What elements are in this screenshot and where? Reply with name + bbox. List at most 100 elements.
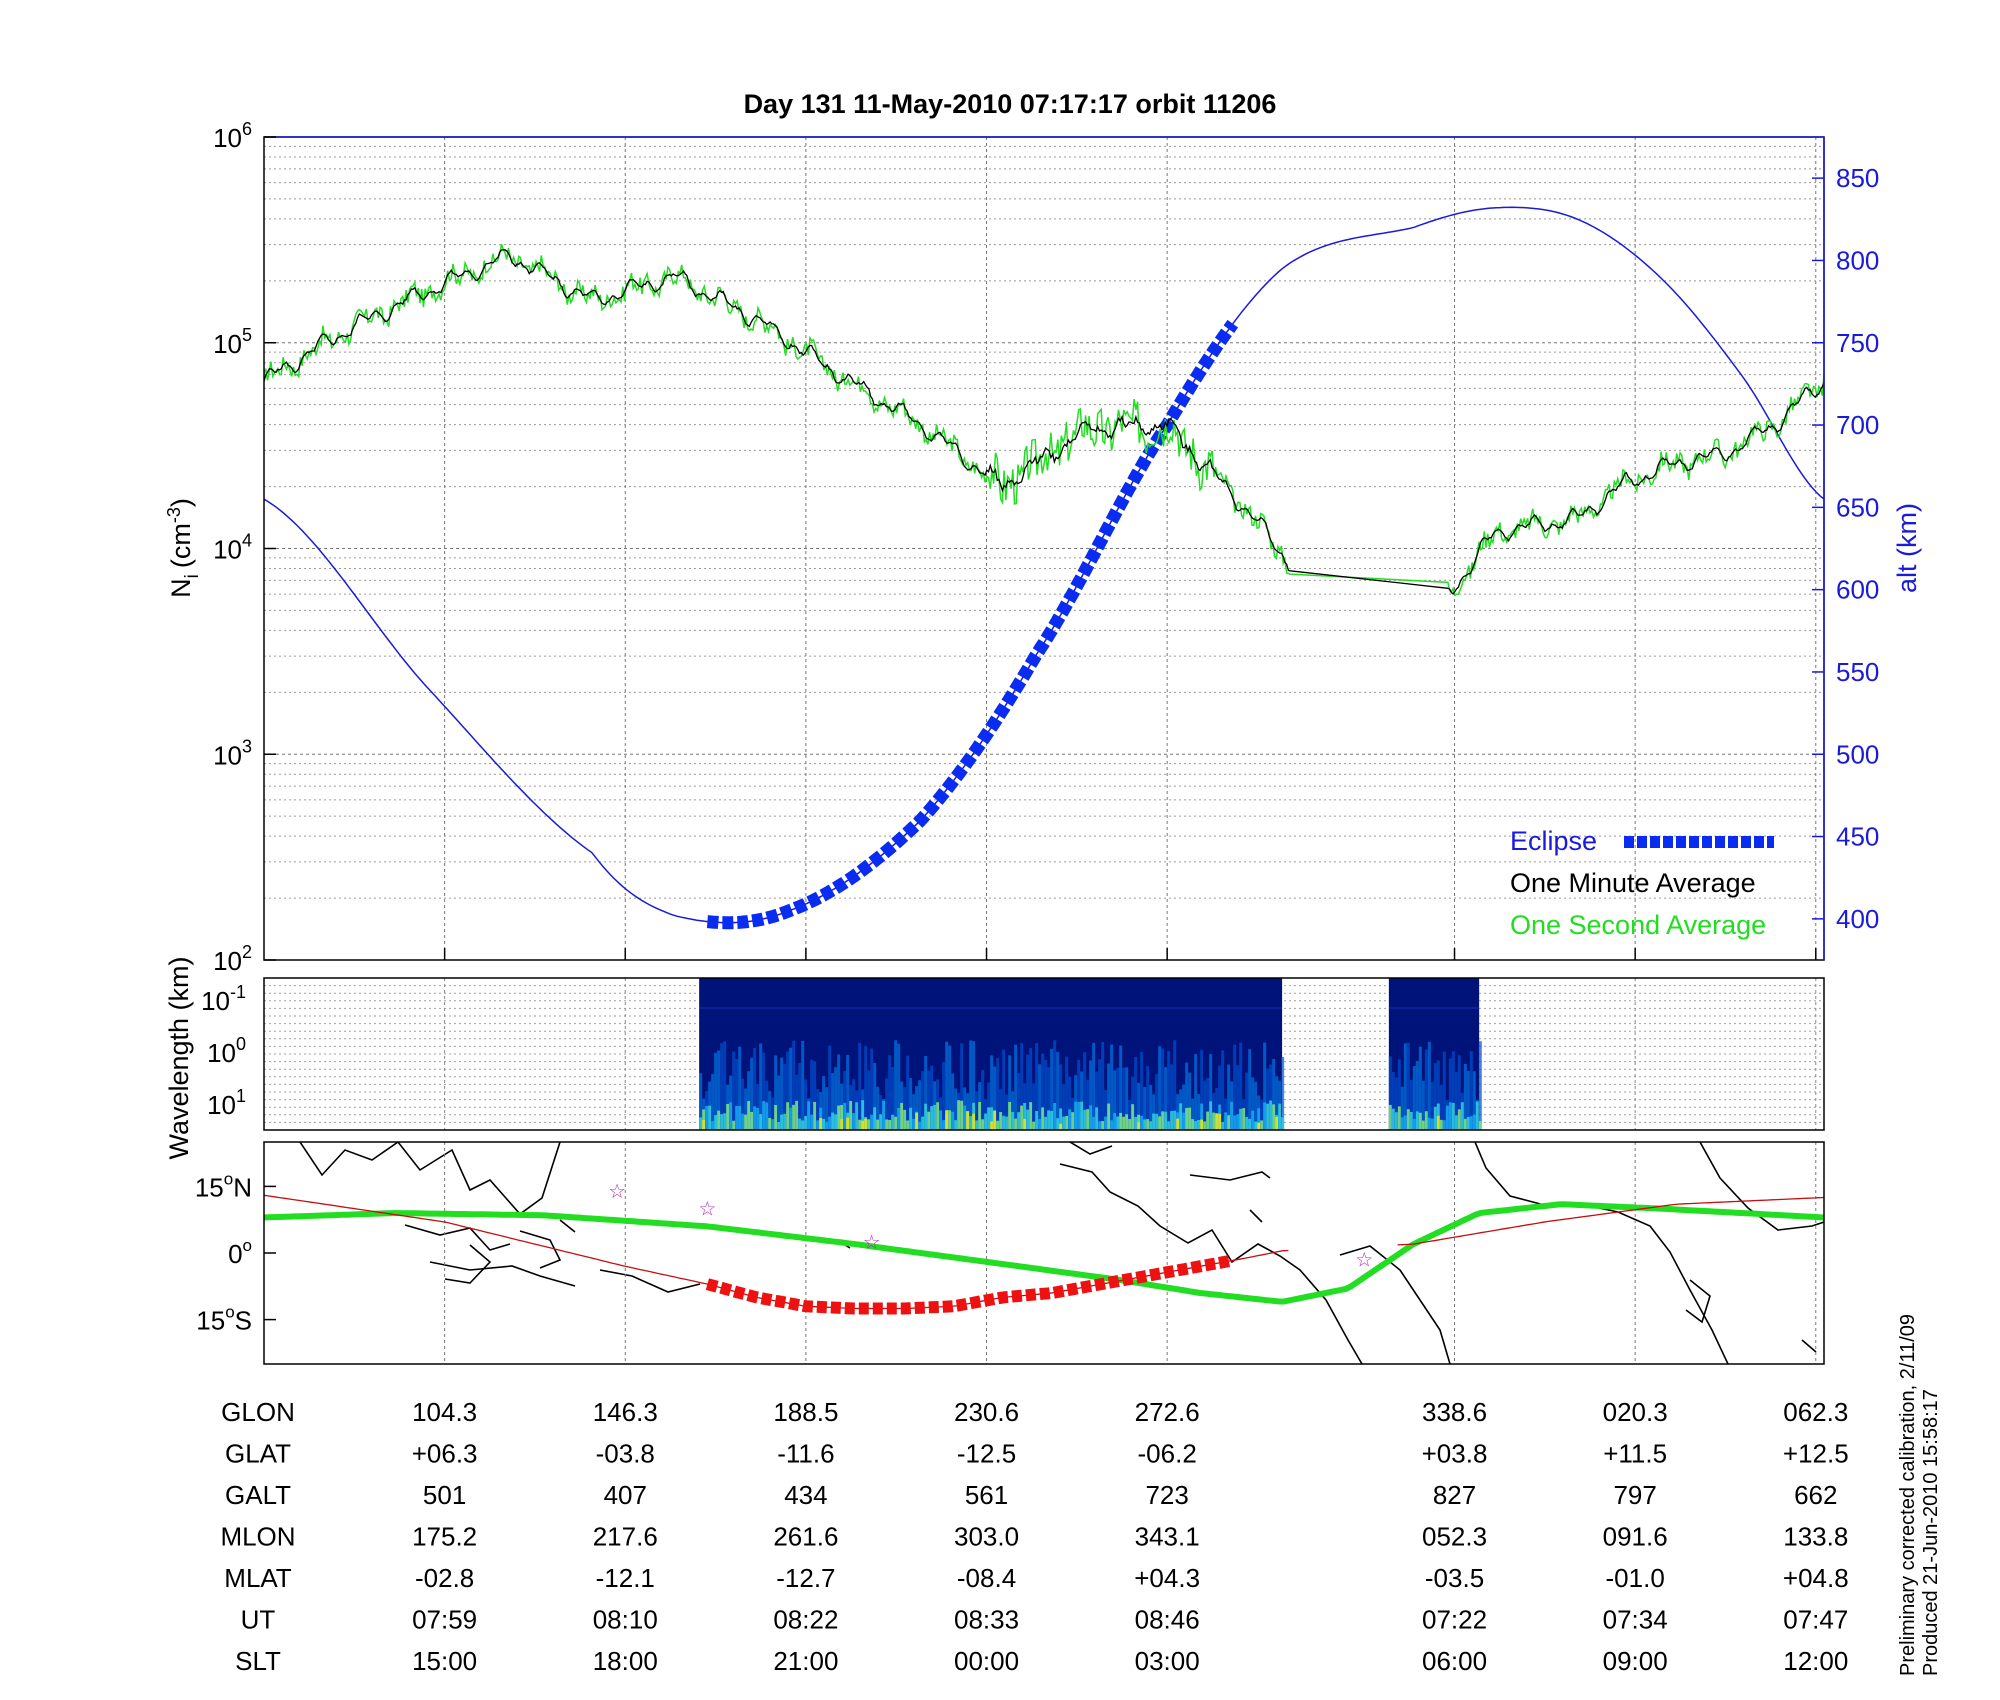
spectrogram-column xyxy=(801,1040,805,1130)
spectrogram-column xyxy=(1439,1084,1443,1130)
spectrogram-column xyxy=(1472,1114,1476,1130)
density-tick-label: 102 xyxy=(213,942,252,976)
table-cell: -01.0 xyxy=(1606,1563,1665,1593)
spectrogram-column xyxy=(1221,1121,1225,1130)
spectrogram-column xyxy=(714,1052,718,1130)
legend: Eclipse One Minute Average One Second Av… xyxy=(1510,826,1774,940)
tick-base: 10 xyxy=(213,329,242,359)
latitude-tick-label: 15oS xyxy=(196,1303,252,1336)
degree-mark: o xyxy=(243,1236,252,1255)
spectrogram-column xyxy=(834,1067,838,1130)
spectrogram-column xyxy=(1397,1059,1401,1130)
map-series: ☆ ☆ ☆ ☆ xyxy=(264,1179,1824,1315)
spectrogram-column xyxy=(1260,1099,1264,1130)
spectrogram-column xyxy=(846,1117,850,1130)
spectrogram-column xyxy=(1215,1087,1219,1130)
spectrogram-column xyxy=(1050,1110,1054,1130)
spectrogram-column xyxy=(759,1114,763,1130)
star-marker: ☆ xyxy=(608,1179,626,1203)
spectrogram-column xyxy=(1182,1084,1186,1130)
spectrogram-column xyxy=(1257,1108,1261,1130)
density-tick-label: 103 xyxy=(213,736,252,770)
spectrogram-column xyxy=(729,1102,733,1130)
spectrogram-column xyxy=(792,1040,796,1130)
spectrogram-column xyxy=(1191,1098,1195,1130)
spectrogram-column xyxy=(852,1079,856,1130)
spectrogram-column xyxy=(1068,1109,1072,1130)
spectrogram-blocks xyxy=(699,978,1482,1130)
spectrogram-column xyxy=(1116,1067,1120,1130)
spectrogram-column xyxy=(1233,1115,1237,1130)
table-row-label: MLAT xyxy=(224,1563,292,1593)
table-cell: +03.8 xyxy=(1422,1439,1488,1469)
spectrogram-column xyxy=(1245,1072,1249,1130)
spectrogram-column xyxy=(1448,1058,1452,1130)
tick-base: 10 xyxy=(207,1038,236,1068)
spectrogram-column xyxy=(1056,1052,1060,1130)
altitude-tick-label: 800 xyxy=(1836,245,1879,275)
spectrogram-column xyxy=(1083,1052,1087,1130)
table-row-label: GLON xyxy=(221,1397,295,1427)
spectrogram-column xyxy=(1095,1071,1099,1130)
tick-base: 10 xyxy=(213,535,242,565)
spectrogram-column xyxy=(1179,1103,1183,1130)
lat-value: 15 xyxy=(196,1306,225,1336)
spectrogram-column xyxy=(1017,1112,1021,1130)
spectrogram-column xyxy=(1463,1118,1467,1130)
spectrogram-column xyxy=(1263,1102,1267,1130)
spectrogram-column xyxy=(996,1058,1000,1130)
spectrogram-column xyxy=(975,1120,979,1130)
spectrogram-column xyxy=(828,1116,832,1130)
spectrogram-column xyxy=(786,1051,790,1130)
spectrogram-column xyxy=(747,1071,751,1130)
spectrogram-column xyxy=(798,1063,802,1130)
spectrogram-column xyxy=(783,1063,787,1130)
spectrogram-column xyxy=(795,1100,799,1130)
spectrogram-column xyxy=(1436,1115,1440,1130)
spectrogram-column xyxy=(843,1070,847,1130)
spectrogram-column xyxy=(1227,1115,1231,1130)
spectrogram-column xyxy=(954,1120,958,1130)
spectrogram-column xyxy=(1167,1050,1171,1130)
spectrogram-column xyxy=(933,1104,937,1130)
chart-title: Day 131 11-May-2010 07:17:17 orbit 11206 xyxy=(744,89,1277,119)
spectrogram-column xyxy=(930,1106,934,1130)
spectrogram-column xyxy=(1089,1105,1093,1130)
spectrogram-column xyxy=(903,1109,907,1130)
spectrogram-column xyxy=(843,1102,847,1130)
spectrogram-column xyxy=(942,1120,946,1130)
spectrogram-column xyxy=(984,1113,988,1130)
spectrogram-column xyxy=(813,1101,817,1130)
spectrogram-column xyxy=(1436,1060,1440,1130)
spectrogram-column xyxy=(1257,1122,1261,1130)
spectrogram-column xyxy=(1077,1101,1081,1130)
density-tick-label: 104 xyxy=(213,531,252,565)
altitude-tick-label: 400 xyxy=(1836,904,1879,934)
hemisphere-letter: S xyxy=(235,1306,252,1336)
spectrogram-column xyxy=(792,1104,796,1130)
wavelength-tick-label: 101 xyxy=(207,1086,246,1120)
spectrogram-column xyxy=(1278,1103,1282,1130)
spectrogram-column xyxy=(1143,1086,1147,1130)
density-label-base: N xyxy=(166,578,196,598)
spectrogram-column xyxy=(732,1120,736,1130)
spectrogram-column xyxy=(927,1111,931,1130)
table-cell: 18:00 xyxy=(593,1646,658,1676)
spectrogram-column xyxy=(858,1042,862,1130)
spectrogram-column xyxy=(1472,1071,1476,1130)
altitude-tick-label: 650 xyxy=(1836,492,1879,522)
legend-eclipse: Eclipse xyxy=(1510,826,1597,856)
spectrogram-column xyxy=(1110,1120,1114,1130)
tick-exponent: 2 xyxy=(242,942,252,962)
spectrogram-column xyxy=(1424,1049,1428,1130)
spectrogram-column xyxy=(810,1114,814,1130)
spectrogram-column xyxy=(858,1119,862,1130)
spectrogram-column xyxy=(717,1110,721,1130)
spectrogram-column xyxy=(963,1105,967,1130)
spectrogram-column xyxy=(876,1119,880,1130)
spectrogram-column xyxy=(951,1111,955,1130)
spectrogram-column xyxy=(1478,1041,1482,1130)
spectrogram-column xyxy=(1107,1063,1111,1130)
table-cell: -02.8 xyxy=(415,1563,474,1593)
coastline xyxy=(1189,1171,1271,1181)
